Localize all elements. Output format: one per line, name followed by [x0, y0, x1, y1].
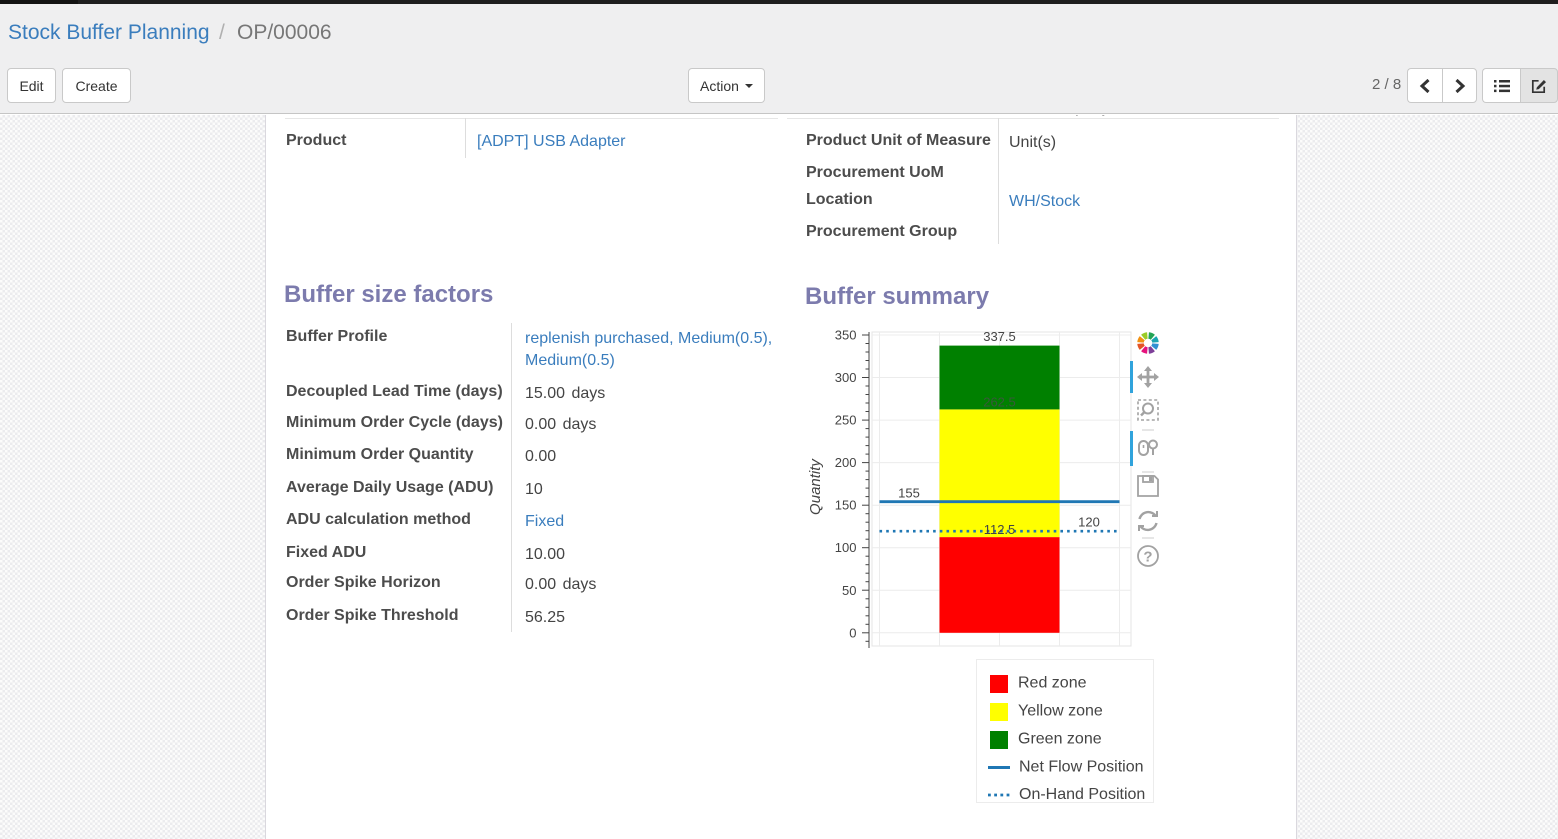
svg-text:Net Flow Position: Net Flow Position	[1019, 759, 1144, 776]
svg-text:On-Hand Position: On-Hand Position	[1019, 786, 1145, 803]
svg-text:200: 200	[835, 455, 857, 470]
svg-text:Green zone: Green zone	[1018, 731, 1102, 748]
svg-text:Quantity: Quantity	[807, 458, 824, 515]
svg-text:100: 100	[835, 540, 857, 555]
svg-text:155: 155	[898, 486, 920, 501]
svg-text:?: ?	[1143, 549, 1152, 566]
svg-text:300: 300	[835, 370, 857, 385]
svg-text:120: 120	[1078, 515, 1100, 530]
svg-text:112.5: 112.5	[984, 522, 1016, 537]
svg-text:350: 350	[835, 328, 857, 343]
svg-text:250: 250	[835, 413, 857, 428]
svg-text:337.5: 337.5	[983, 329, 1016, 344]
svg-text:0: 0	[849, 625, 856, 640]
svg-text:50: 50	[842, 583, 856, 598]
svg-text:Red zone: Red zone	[1018, 675, 1087, 692]
svg-text:262.5: 262.5	[983, 395, 1016, 410]
svg-text:Yellow zone: Yellow zone	[1018, 703, 1103, 720]
svg-text:150: 150	[835, 498, 857, 513]
